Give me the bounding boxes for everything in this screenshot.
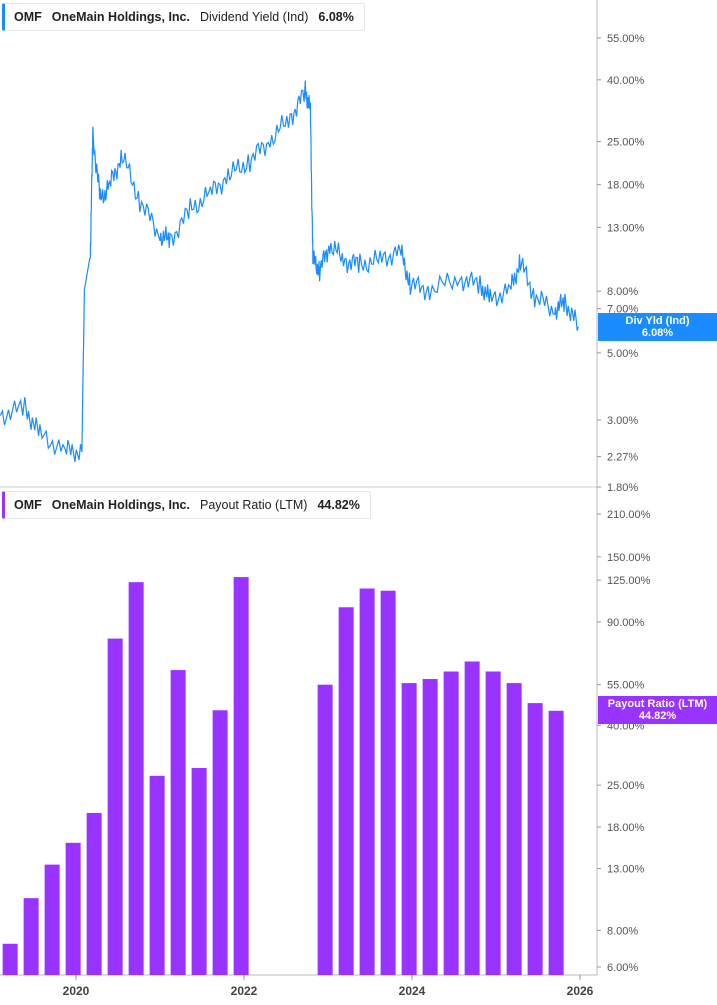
y-tick-label: 18.00% — [607, 822, 645, 834]
tag-value: 44.82% — [638, 710, 677, 722]
y-tick-label: 2.27% — [607, 452, 638, 464]
legend-company: OneMain Holdings, Inc. — [51, 498, 190, 512]
legend-ticker: OMF — [14, 10, 42, 24]
payout-bar — [422, 679, 438, 975]
payout-bar — [548, 710, 564, 975]
legend-ticker: OMF — [14, 498, 42, 512]
payout-bar — [107, 638, 123, 975]
payout-bar — [170, 670, 186, 975]
payout-ratio-value-tag: Payout Ratio (LTM) 44.82% — [598, 696, 717, 724]
tag-label: Div Yld (Ind) — [625, 315, 690, 327]
payout-bar — [233, 577, 249, 975]
y-tick-label: 13.00% — [607, 222, 645, 234]
payout-bar — [527, 703, 543, 975]
payout-bar — [380, 590, 396, 975]
payout-bar — [149, 775, 165, 975]
payout-bar — [128, 582, 144, 975]
y-tick-label: 18.00% — [607, 180, 645, 192]
y-tick-label: 5.00% — [607, 348, 638, 360]
payout-bar — [338, 607, 354, 975]
legend-metric: Payout Ratio (LTM) — [199, 498, 308, 512]
x-tick-label: 2020 — [63, 984, 90, 998]
y-tick-label: 13.00% — [607, 863, 645, 875]
y-tick-label: 125.00% — [607, 575, 651, 587]
y-tick-label: 25.00% — [607, 137, 645, 149]
payout-bar — [464, 661, 480, 975]
payout-bar — [65, 842, 81, 975]
payout-bar — [401, 683, 417, 975]
payout-bar — [44, 864, 60, 975]
y-tick-label: 55.00% — [607, 680, 645, 692]
tag-value: 6.08% — [641, 327, 674, 339]
legend-company: OneMain Holdings, Inc. — [51, 10, 190, 24]
y-tick-label: 25.00% — [607, 780, 645, 792]
y-tick-label: 210.00% — [607, 509, 651, 521]
y-tick-label: 40.00% — [607, 75, 645, 87]
payout-bar — [212, 710, 228, 975]
payout-bar — [2, 943, 18, 975]
y-tick-label: 55.00% — [607, 33, 645, 45]
legend-metric: Dividend Yield (Ind) — [199, 10, 309, 24]
payout-bar — [23, 898, 39, 975]
tag-label: Payout Ratio (LTM) — [607, 698, 708, 710]
payout-bar — [443, 671, 459, 975]
y-tick-label: 90.00% — [607, 617, 645, 629]
y-tick-label: 8.00% — [607, 925, 638, 937]
dividend-yield-line — [0, 80, 579, 463]
legend-payout-ratio: OMF OneMain Holdings, Inc. Payout Ratio … — [2, 491, 371, 519]
y-tick-label: 150.00% — [607, 552, 651, 564]
legend-value: 44.82% — [317, 498, 360, 512]
x-tick-label: 2024 — [399, 984, 426, 998]
y-tick-label: 6.00% — [607, 962, 638, 974]
dividend-yield-value-tag: Div Yld (Ind) 6.08% — [598, 313, 717, 341]
y-tick-label: 7.00% — [607, 304, 638, 316]
payout-bar — [191, 768, 207, 975]
payout-bar — [86, 812, 102, 975]
y-tick-label: 1.80% — [607, 482, 638, 494]
y-tick-label: 8.00% — [607, 286, 638, 298]
payout-bar — [506, 683, 522, 975]
y-tick-label: 3.00% — [607, 415, 638, 427]
payout-bar — [485, 671, 501, 975]
x-tick-label: 2026 — [567, 984, 594, 998]
x-tick-label: 2022 — [231, 984, 258, 998]
payout-bar — [359, 588, 375, 975]
payout-bar — [317, 684, 333, 975]
legend-dividend-yield: OMF OneMain Holdings, Inc. Dividend Yiel… — [2, 3, 365, 31]
legend-value: 6.08% — [318, 10, 354, 24]
